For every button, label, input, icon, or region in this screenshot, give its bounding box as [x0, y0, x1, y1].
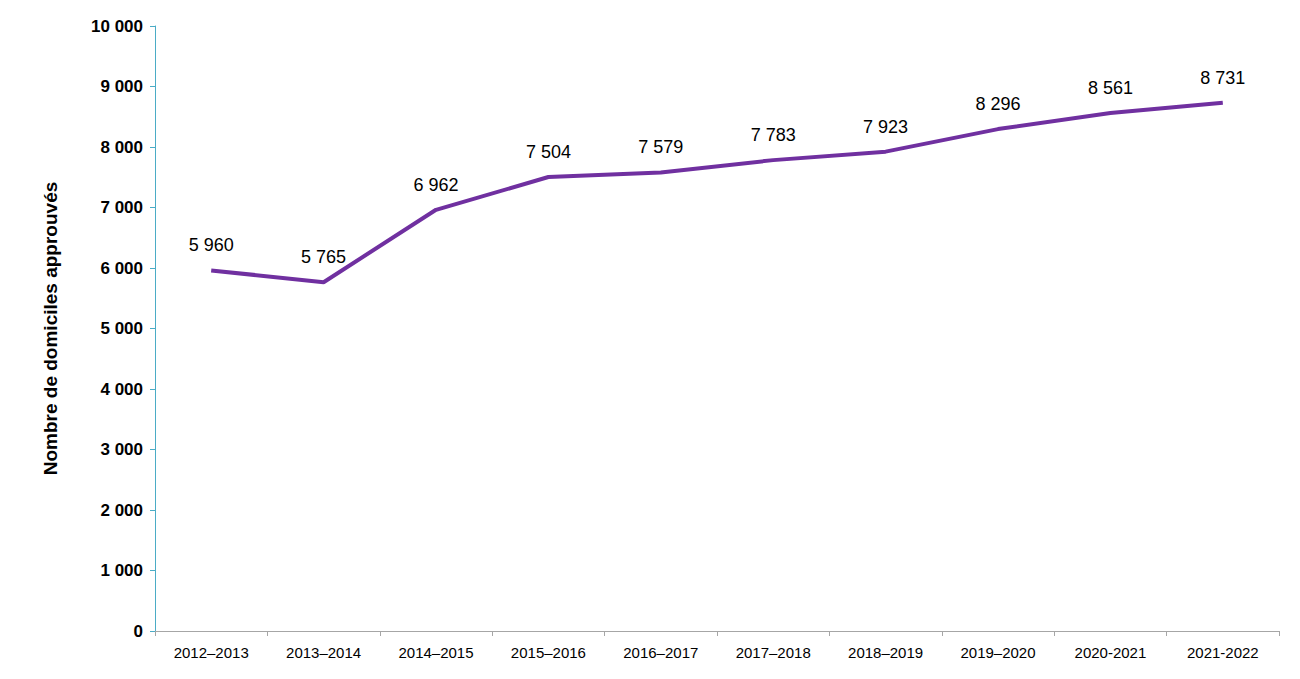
- svg-text:4 000: 4 000: [100, 380, 143, 399]
- svg-text:5 960: 5 960: [189, 235, 234, 255]
- svg-text:2017–2018: 2017–2018: [736, 644, 811, 661]
- svg-text:2 000: 2 000: [100, 501, 143, 520]
- svg-text:2018–2019: 2018–2019: [848, 644, 923, 661]
- svg-text:2015–2016: 2015–2016: [511, 644, 586, 661]
- svg-text:5 000: 5 000: [100, 319, 143, 338]
- svg-text:7 504: 7 504: [526, 142, 571, 162]
- svg-text:3 000: 3 000: [100, 440, 143, 459]
- svg-text:2013–2014: 2013–2014: [286, 644, 361, 661]
- svg-text:1 000: 1 000: [100, 561, 143, 580]
- svg-text:7 783: 7 783: [751, 125, 796, 145]
- svg-text:Nombre de domiciles approuvés: Nombre de domiciles approuvés: [40, 182, 61, 476]
- svg-text:8 561: 8 561: [1088, 78, 1133, 98]
- svg-text:2019–2020: 2019–2020: [960, 644, 1035, 661]
- svg-text:7 000: 7 000: [100, 198, 143, 217]
- svg-text:2012–2013: 2012–2013: [174, 644, 249, 661]
- svg-text:6 000: 6 000: [100, 259, 143, 278]
- svg-text:2020-2021: 2020-2021: [1075, 644, 1147, 661]
- svg-text:7 923: 7 923: [863, 117, 908, 137]
- svg-text:2016–2017: 2016–2017: [623, 644, 698, 661]
- svg-text:2021-2022: 2021-2022: [1187, 644, 1259, 661]
- svg-text:9 000: 9 000: [100, 77, 143, 96]
- svg-text:10 000: 10 000: [91, 17, 143, 36]
- svg-text:6 962: 6 962: [413, 175, 458, 195]
- svg-text:5 765: 5 765: [301, 247, 346, 267]
- svg-text:0: 0: [134, 622, 143, 641]
- svg-text:8 731: 8 731: [1200, 68, 1245, 88]
- svg-text:2014–2015: 2014–2015: [398, 644, 473, 661]
- svg-text:7 579: 7 579: [638, 137, 683, 157]
- svg-text:8 296: 8 296: [975, 94, 1020, 114]
- svg-text:8 000: 8 000: [100, 138, 143, 157]
